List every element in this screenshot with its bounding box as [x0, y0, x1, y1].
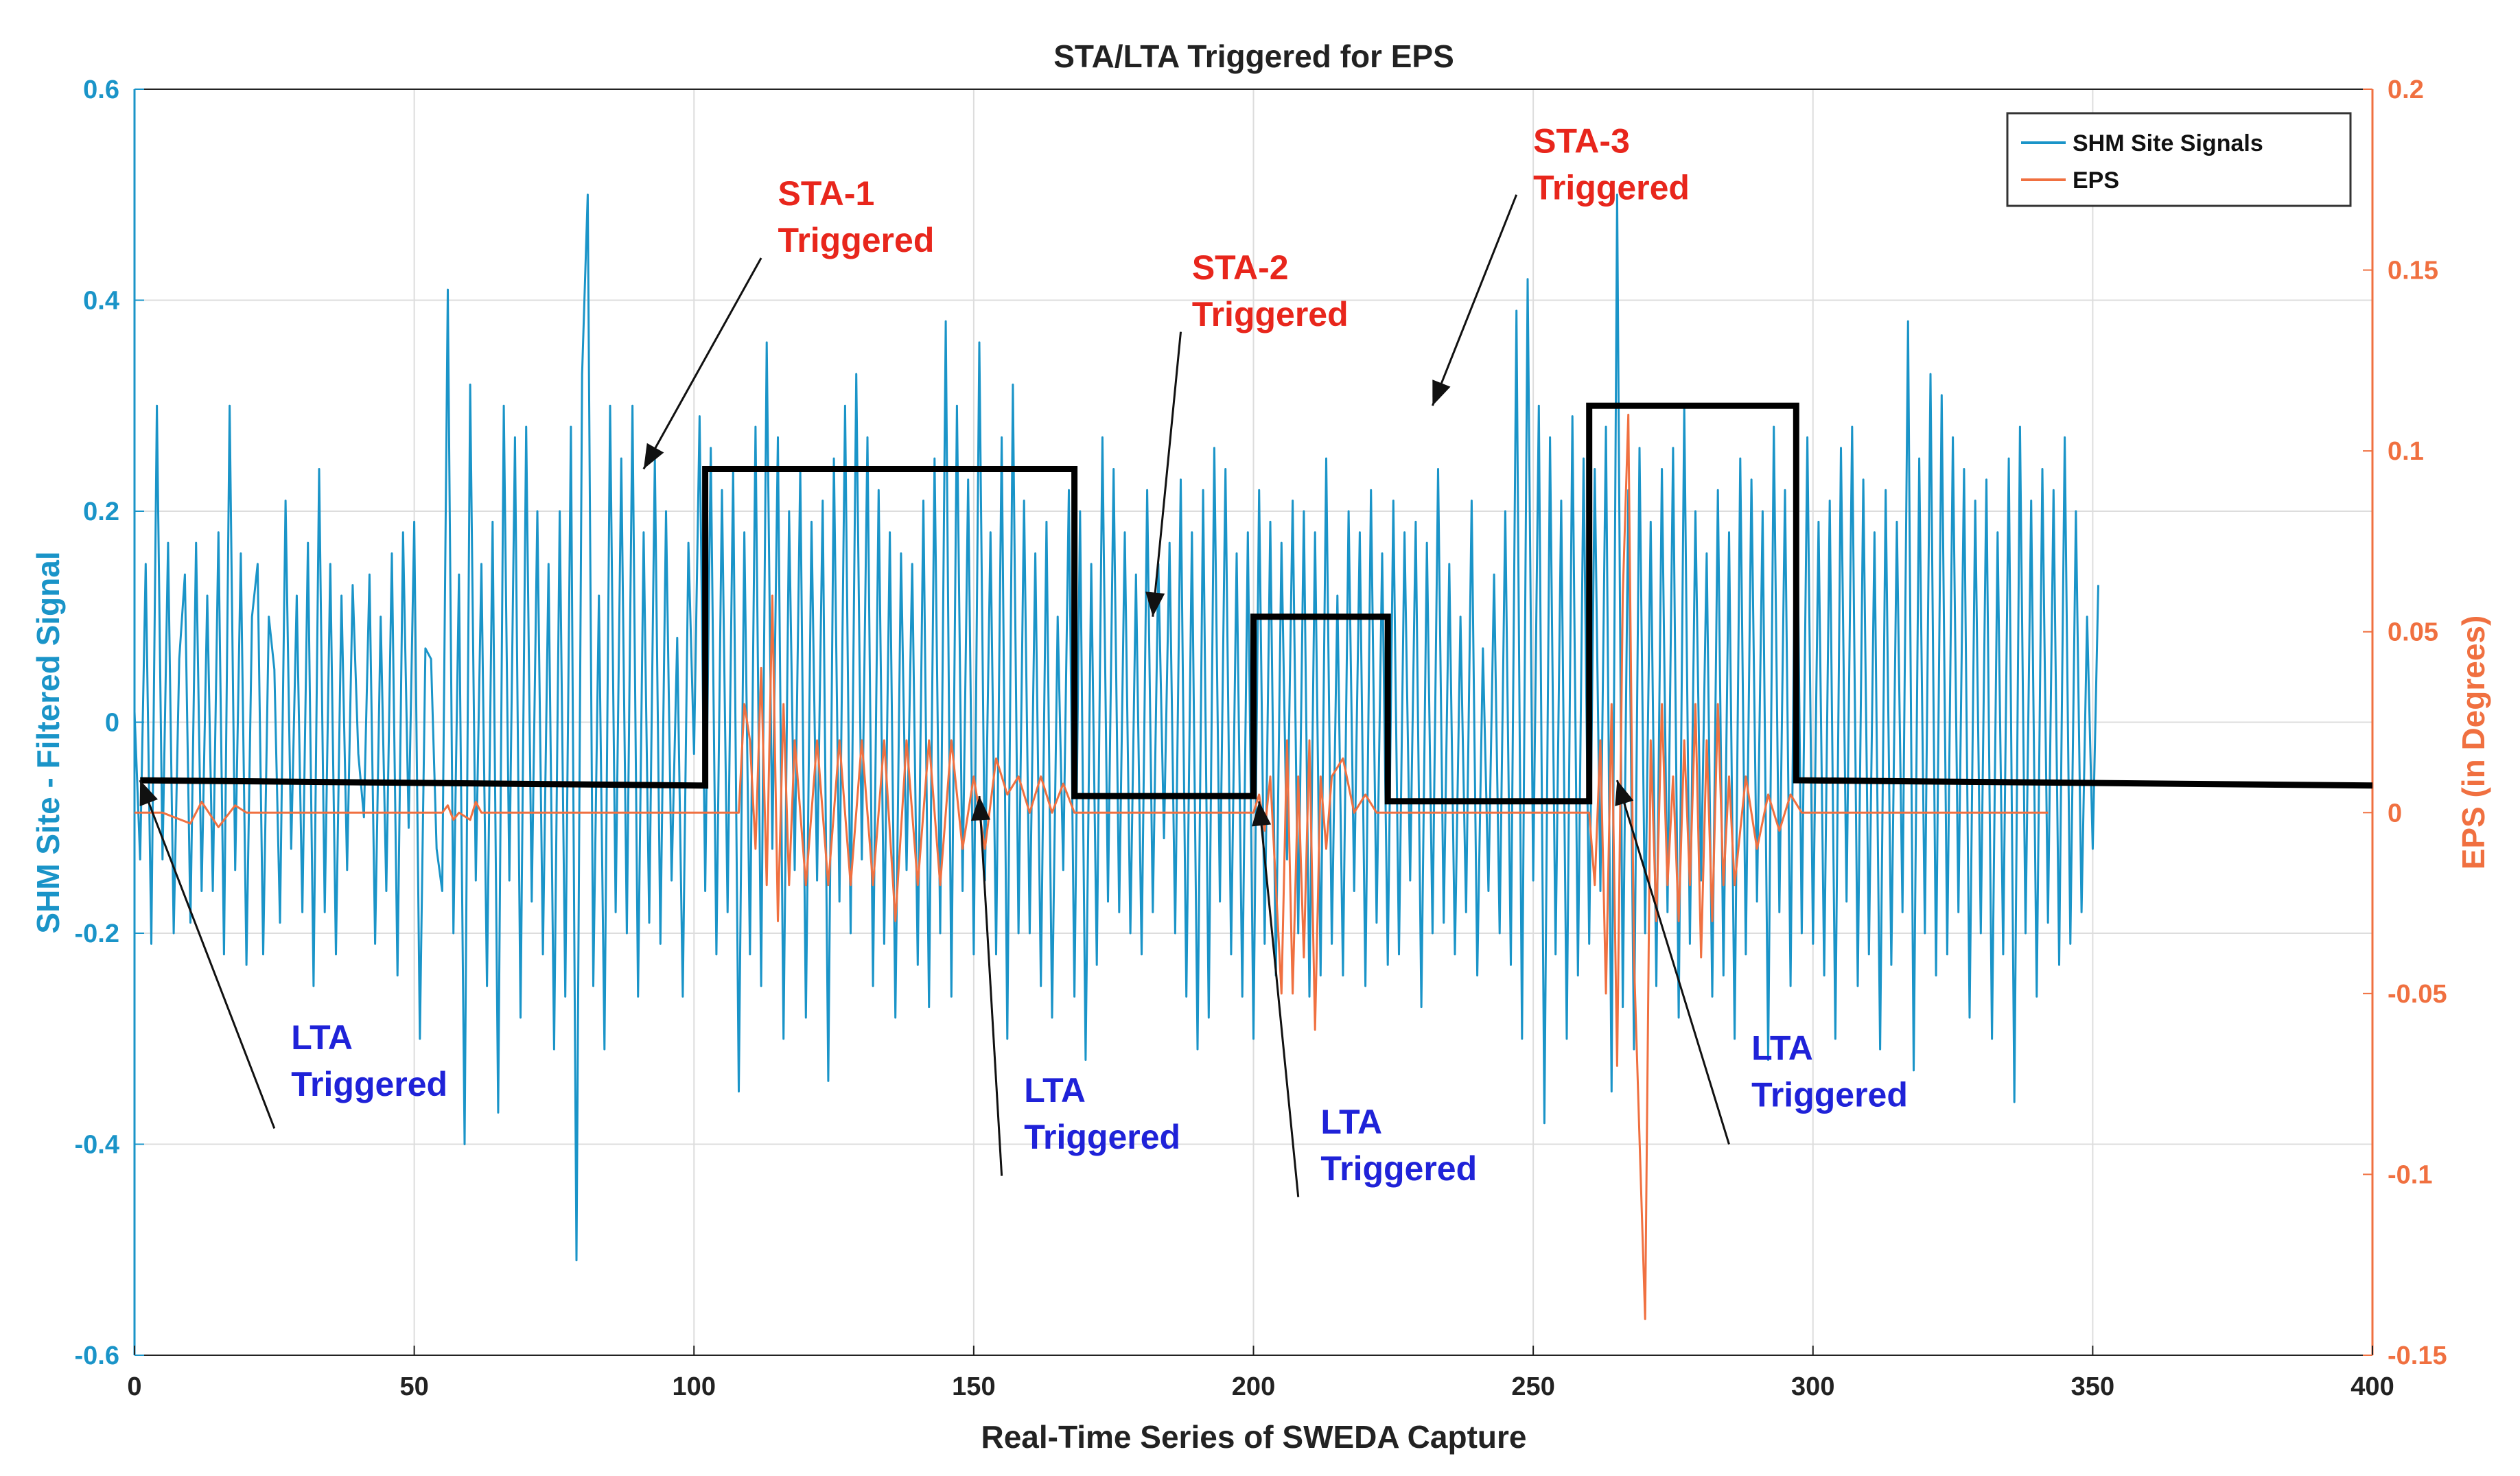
x-tick-label-5: 250 — [1511, 1372, 1554, 1401]
tick-layer: 0 50 100 150 200 250 300 350 400 -0.6 -0.4 -0.2 0 0.2… — [75, 75, 2447, 1401]
x-tick-label-6: 300 — [1791, 1372, 1834, 1401]
annotation-arrow-lta-4 — [1615, 780, 1730, 1145]
y-left-tick-label-6: 0.6 — [83, 75, 119, 104]
y-right-tick-label-5: 0.1 — [2388, 437, 2424, 466]
annotation-arrowhead-lta-1 — [139, 780, 159, 807]
annotation-lta-1-line-1: Triggered — [291, 1065, 447, 1103]
annotation-lta-3-line-0: LTA — [1320, 1103, 1382, 1141]
annotation-arrow-sta-3 — [1431, 194, 1518, 406]
annotation-lta-4-line-0: LTA — [1751, 1029, 1813, 1068]
x-axis-label: Real-Time Series of SWEDA Capture — [981, 1419, 1527, 1455]
series-layer — [133, 194, 2373, 1320]
y-left-tick-label-4: 0.2 — [83, 497, 119, 526]
annotation-arrow-lta-2 — [978, 796, 1003, 1176]
annotation-arrowhead-lta-3 — [1252, 801, 1272, 827]
annotation-arrow-lta-1 — [139, 780, 276, 1129]
annotation-arrowhead-sta-3 — [1432, 379, 1451, 406]
y-left-tick-label-1: -0.4 — [75, 1131, 119, 1160]
legend-label-eps: EPS — [2073, 167, 2119, 194]
series-sta-lta-trigger — [140, 402, 2373, 805]
annotation-arrowhead-sta-1 — [643, 443, 664, 469]
annotation-lta-4-line-1: Triggered — [1751, 1076, 1908, 1114]
y-right-tick-label-3: 0 — [2388, 799, 2402, 828]
x-tick-label-8: 400 — [2350, 1372, 2394, 1401]
annotation-lta-3-line-1: Triggered — [1320, 1149, 1477, 1188]
annotation-arrow-sta-2 — [1152, 331, 1182, 617]
y-axis-label-right: EPS (in Degrees) — [2455, 616, 2491, 870]
series-shm-site-signals — [133, 194, 2099, 1262]
x-tick-label-0: 0 — [127, 1372, 141, 1401]
chart-title: STA/LTA Triggered for EPS — [1053, 38, 1454, 74]
y-right-tick-label-0: -0.15 — [2388, 1342, 2447, 1370]
x-tick-label-7: 350 — [2071, 1372, 2114, 1401]
y-right-tick-label-2: -0.05 — [2388, 980, 2447, 1009]
legend-box — [2006, 112, 2352, 207]
annotation-arrowhead-lta-2 — [971, 796, 991, 821]
y-right-tick-label-7: 0.2 — [2388, 75, 2424, 104]
annotation-sta-1-line-1: Triggered — [778, 221, 935, 259]
y-left-tick-label-5: 0.4 — [83, 287, 119, 316]
x-tick-label-1: 50 — [399, 1372, 428, 1401]
series-eps — [135, 413, 2049, 1320]
y-right-tick-label-1: -0.1 — [2388, 1160, 2432, 1189]
x-tick-label-4: 200 — [1232, 1372, 1275, 1401]
annotation-sta-2-line-1: Triggered — [1192, 295, 1349, 333]
y-left-tick-label-3: 0 — [105, 709, 119, 738]
y-left-tick-label-2: -0.2 — [75, 919, 119, 948]
y-right-tick-label-4: 0.05 — [2388, 618, 2438, 647]
annotation-sta-3-line-1: Triggered — [1533, 168, 1690, 207]
annotation-arrow-lta-3 — [1258, 801, 1300, 1197]
annotation-arrowhead-lta-4 — [1615, 780, 1634, 806]
annotation-sta-2-line-0: STA-2 — [1192, 248, 1289, 287]
annotation-sta-3-line-0: STA-3 — [1533, 121, 1630, 160]
annotation-layer: STA-1 Triggered STA-2 Triggered STA-3 Trigger… — [139, 121, 1908, 1197]
y-left-tick-label-0: -0.6 — [75, 1342, 119, 1370]
annotation-sta-1-line-0: STA-1 — [778, 174, 875, 213]
annotation-lta-2-line-1: Triggered — [1024, 1118, 1180, 1156]
x-tick-label-2: 100 — [673, 1372, 716, 1401]
annotation-lta-1-line-0: LTA — [291, 1018, 353, 1057]
annotation-arrowhead-sta-2 — [1145, 591, 1165, 617]
legend-label-shm: SHM Site Signals — [2073, 130, 2263, 156]
legend: SHM Site Signals EPS — [2006, 112, 2352, 207]
annotation-lta-2-line-0: LTA — [1024, 1071, 1086, 1110]
y-axis-label-left: SHM Site - Filtered Signal — [30, 551, 66, 933]
x-tick-label-3: 150 — [952, 1372, 995, 1401]
annotation-arrow-sta-1 — [642, 257, 762, 470]
y-right-tick-label-6: 0.15 — [2388, 257, 2438, 285]
